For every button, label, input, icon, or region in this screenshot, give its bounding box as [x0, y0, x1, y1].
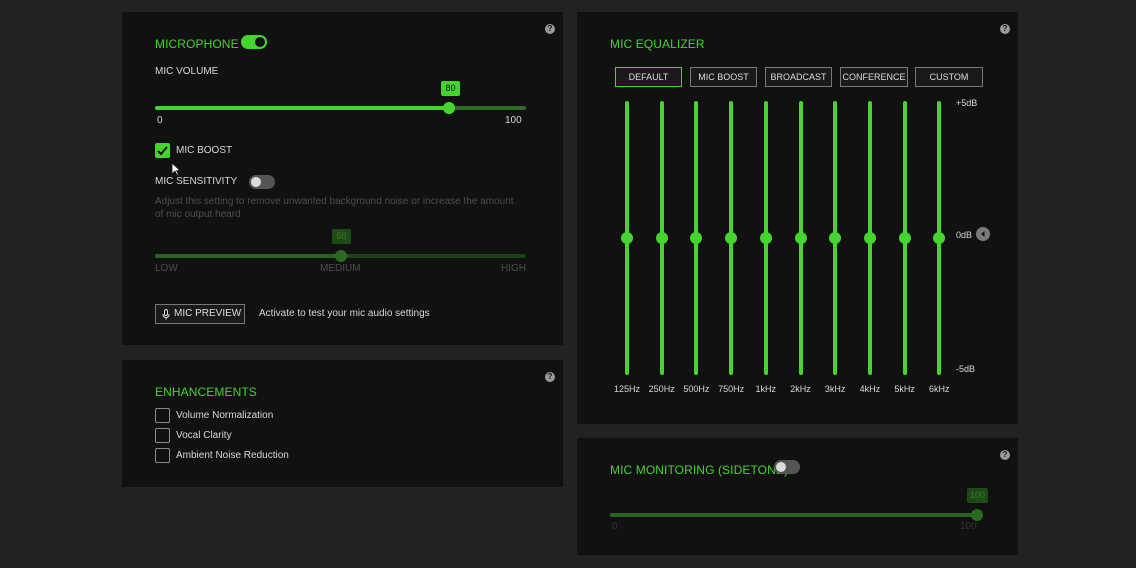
mic-sensitivity-thumb[interactable] — [335, 250, 347, 262]
cursor-pointer-icon — [171, 162, 181, 176]
mic-boost-label: MIC BOOST — [176, 145, 233, 156]
eq-band-label: 4kHz — [859, 384, 881, 394]
help-icon[interactable]: ? — [1000, 450, 1010, 460]
eq-band-thumb[interactable] — [829, 232, 842, 244]
microphone-panel: ? MICROPHONE MIC VOLUME 80 0 100 MIC BOO… — [122, 12, 563, 345]
mic-sensitivity-fill — [155, 254, 341, 258]
monitoring-panel: ? MIC MONITORING (SIDETONE) 100 0 100 — [577, 438, 1018, 555]
preset-custom-button[interactable]: CUSTOM — [915, 67, 983, 87]
eq-band-label: 250Hz — [648, 384, 675, 394]
preset-broadcast-button[interactable]: BROADCAST — [765, 67, 832, 87]
monitoring-toggle[interactable] — [774, 460, 800, 474]
mic-volume-min: 0 — [157, 115, 163, 126]
preset-conference-button[interactable]: CONFERENCE — [840, 67, 908, 87]
vocal-clarity-checkbox[interactable] — [155, 428, 170, 443]
arrow-left-icon — [981, 231, 985, 237]
microphone-icon — [162, 309, 170, 320]
eq-band-label: 6kHz — [929, 384, 950, 394]
monitoring-value-badge: 100 — [967, 488, 988, 503]
help-icon[interactable]: ? — [545, 372, 555, 382]
mic-volume-label: MIC VOLUME — [155, 66, 219, 77]
volume-normalization-label: Volume Normalization — [176, 410, 274, 421]
equalizer-panel: ? MIC EQUALIZER DEFAULT MIC BOOST BROADC… — [577, 12, 1018, 424]
eq-band-thumb[interactable] — [933, 232, 946, 244]
microphone-toggle[interactable] — [241, 35, 267, 49]
equalizer-title: MIC EQUALIZER — [610, 37, 705, 51]
eq-band-thumb[interactable] — [725, 232, 738, 244]
mic-volume-value-badge: 80 — [441, 81, 460, 96]
toggle-knob — [776, 462, 786, 472]
checkmark-icon — [157, 146, 168, 156]
eq-band-label: 750Hz — [718, 384, 745, 394]
vocal-clarity-label: Vocal Clarity — [176, 430, 232, 441]
eq-scale-top: +5dB — [956, 98, 978, 108]
eq-reset-icon[interactable] — [976, 227, 990, 241]
eq-band-thumb[interactable] — [863, 232, 876, 244]
eq-band-thumb[interactable] — [621, 232, 633, 244]
monitoring-min: 0 — [612, 521, 618, 532]
monitoring-track[interactable] — [610, 513, 977, 517]
mic-sensitivity-desc-2: of mic output heard — [155, 209, 241, 220]
toggle-knob — [255, 37, 265, 47]
monitoring-thumb[interactable] — [971, 509, 983, 521]
help-icon[interactable]: ? — [545, 24, 555, 34]
eq-band-thumb[interactable] — [655, 232, 668, 244]
monitoring-title: MIC MONITORING (SIDETONE) — [610, 463, 789, 477]
eq-scale-mid: 0dB — [956, 230, 973, 240]
preset-default-button[interactable]: DEFAULT — [615, 67, 682, 87]
eq-scale-bottom: -5dB — [956, 364, 976, 374]
help-icon[interactable]: ? — [1000, 24, 1010, 34]
eq-band-label: 2kHz — [790, 384, 811, 394]
eq-band-label: 125Hz — [613, 384, 640, 394]
monitoring-max: 100 — [960, 521, 977, 532]
mic-sensitivity-label: MIC SENSITIVITY — [155, 176, 238, 187]
mic-volume-fill — [155, 106, 449, 110]
mic-boost-checkbox[interactable] — [155, 143, 170, 158]
mic-preview-desc: Activate to test your mic audio settings — [259, 308, 430, 319]
eq-band-thumb[interactable] — [794, 232, 807, 244]
mic-volume-max: 100 — [505, 115, 522, 126]
mic-preview-label: MIC PREVIEW — [174, 308, 242, 319]
mic-volume-thumb[interactable] — [443, 102, 455, 114]
sensitivity-low-label: LOW — [155, 263, 178, 274]
eq-band-label: 1kHz — [755, 384, 777, 394]
mic-sensitivity-value-badge: 50 — [332, 229, 351, 244]
volume-normalization-checkbox[interactable] — [155, 408, 170, 423]
ambient-noise-reduction-label: Ambient Noise Reduction — [176, 450, 289, 461]
eq-band-thumb[interactable] — [759, 232, 772, 244]
eq-band-label: 5kHz — [894, 384, 915, 394]
sensitivity-high-label: HIGH — [501, 263, 526, 274]
mic-sensitivity-desc-1: Adjust this setting to remove unwanted b… — [155, 196, 514, 207]
eq-band-thumb[interactable] — [690, 232, 703, 244]
eq-band-thumb[interactable] — [898, 232, 911, 244]
enhancements-panel: ? ENHANCEMENTS Volume Normalization Voca… — [122, 360, 563, 487]
sensitivity-medium-label: MEDIUM — [320, 263, 361, 274]
mic-preview-button[interactable]: MIC PREVIEW — [155, 304, 245, 324]
microphone-title: MICROPHONE — [155, 37, 239, 51]
eq-band-label: 500Hz — [683, 384, 710, 394]
ambient-noise-reduction-checkbox[interactable] — [155, 448, 170, 463]
mic-sensitivity-toggle[interactable] — [249, 175, 275, 189]
enhancements-title: ENHANCEMENTS — [155, 385, 257, 399]
preset-mic-boost-button[interactable]: MIC BOOST — [690, 67, 757, 87]
toggle-knob — [251, 177, 261, 187]
eq-band-label: 3kHz — [824, 384, 846, 394]
